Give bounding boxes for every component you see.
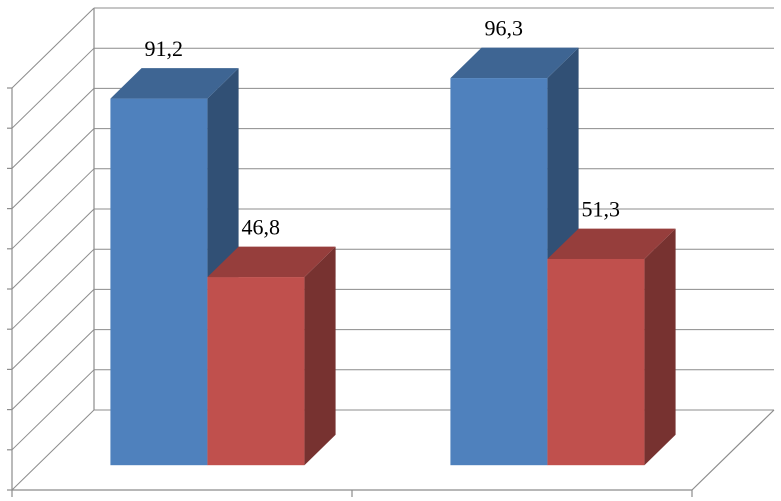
bar-front-face xyxy=(207,277,305,466)
gridline-side xyxy=(11,208,95,290)
gridline-side xyxy=(11,409,95,491)
data-label: 96,3 xyxy=(485,16,524,41)
bar-front-face xyxy=(110,98,208,466)
gridline-side xyxy=(11,289,95,370)
bar-top-face xyxy=(110,68,239,99)
bar-front-face xyxy=(547,258,645,466)
gridline-side xyxy=(11,329,95,410)
bar-side-face xyxy=(304,246,336,466)
bar-front-face xyxy=(450,78,548,466)
chart-axes xyxy=(7,8,693,497)
gridline-side xyxy=(11,369,95,451)
bar-top-face xyxy=(547,228,676,259)
bar-side-face xyxy=(644,228,676,466)
gridline-side xyxy=(11,88,95,169)
bar-series2-cat1 xyxy=(207,246,336,466)
gridline-side xyxy=(11,168,95,250)
bar-series2-cat2 xyxy=(547,228,676,466)
data-label: 46,8 xyxy=(242,215,281,240)
gridline-side xyxy=(11,7,95,89)
side-wall-gridlines xyxy=(11,7,95,491)
data-labels-group: 91,2 46,8 96,3 51,3 xyxy=(145,16,621,240)
gridline-side xyxy=(11,47,95,129)
gridline-side xyxy=(11,248,95,330)
bar-top-face xyxy=(450,47,579,79)
gridline-side xyxy=(11,128,95,209)
data-label: 51,3 xyxy=(582,197,621,222)
floor-right-edge xyxy=(691,409,775,491)
data-label: 91,2 xyxy=(145,36,184,61)
bars-group xyxy=(110,47,676,466)
bar-top-face xyxy=(207,246,336,278)
